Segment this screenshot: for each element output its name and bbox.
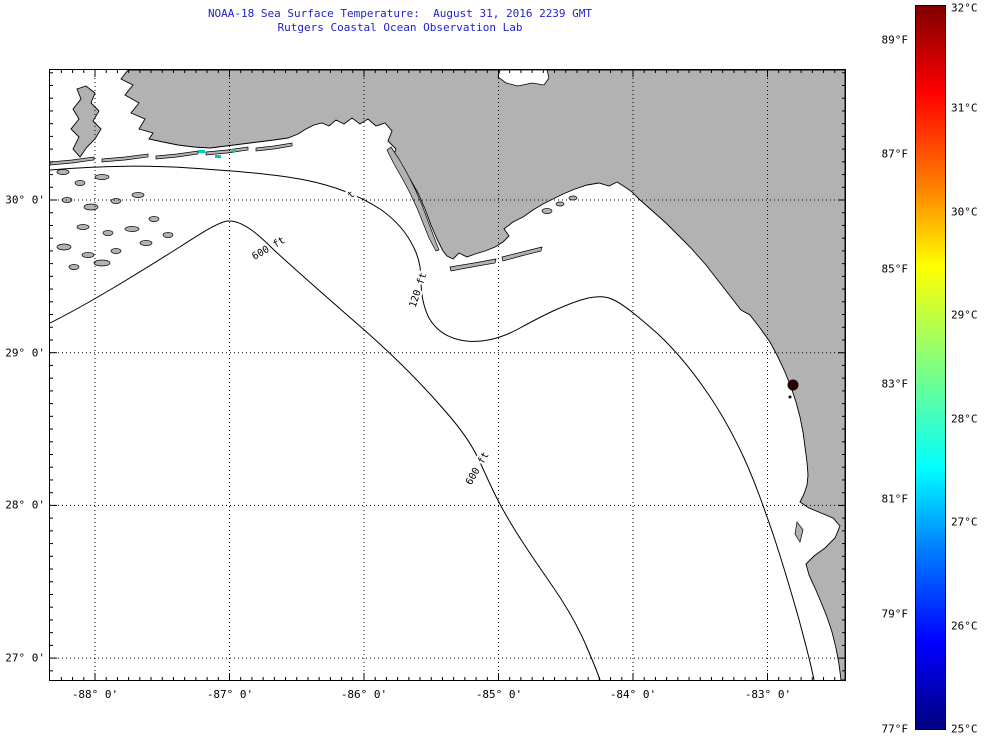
mainland	[120, 70, 845, 680]
y-tick-label-30: 30° 0'	[5, 193, 45, 207]
x-tick-label-85: -85° 0'	[475, 688, 523, 701]
y-tick-label-29: 29° 0'	[5, 346, 45, 360]
cb-f-label-79: 79°F	[881, 607, 909, 621]
contour-600ft	[50, 220, 601, 680]
peninsula	[70, 85, 102, 158]
marsh-islands	[56, 169, 174, 270]
figure-title-line1: NOAA-18 Sea Surface Temperature: August …	[207, 7, 593, 20]
figure-title-line2: Rutgers Coastal Ocean Observation Lab	[277, 21, 523, 34]
land-masses	[50, 70, 845, 680]
cb-c-label-25: 25°C	[951, 722, 978, 736]
barrier-islands	[50, 142, 293, 166]
cb-f-label-85: 85°F	[881, 262, 909, 276]
sst-data-patches	[198, 149, 236, 158]
coastal-spit	[386, 146, 440, 252]
x-tick-label-84: -84° 0'	[609, 688, 657, 701]
map-canvas: 600 ft 120 ft 600 ft t	[50, 70, 845, 680]
x-tick-label-87: -87° 0'	[206, 688, 254, 701]
cb-f-label-77: 77°F	[881, 722, 909, 736]
cb-f-label-87: 87°F	[881, 147, 909, 161]
coastal-sst-hotspot	[787, 379, 799, 399]
cb-c-label-31: 31°C	[951, 101, 978, 115]
cb-c-label-28: 28°C	[951, 412, 978, 426]
x-tick-label-83: -83° 0'	[744, 688, 792, 701]
bathymetry-contours	[50, 165, 815, 680]
cb-f-label-89: 89°F	[881, 33, 909, 47]
cb-c-label-29: 29°C	[951, 308, 978, 322]
graticule-gridlines	[50, 70, 845, 680]
x-tick-label-86: -86° 0'	[340, 688, 388, 701]
cb-f-label-83: 83°F	[881, 377, 909, 391]
cb-c-label-26: 26°C	[951, 619, 978, 633]
temperature-colorbar	[915, 5, 946, 730]
cb-c-label-27: 27°C	[951, 515, 978, 529]
y-tick-label-27: 27° 0'	[5, 651, 45, 665]
colorbar-gradient	[916, 6, 945, 729]
x-tick-label-88: -88° 0'	[71, 688, 119, 701]
cb-f-label-81: 81°F	[881, 492, 909, 506]
contour-120ft	[50, 165, 815, 680]
bay-mouth-islet	[794, 521, 804, 543]
cb-c-label-32: 32°C	[951, 1, 978, 15]
map-plot-area: 600 ft 120 ft 600 ft t	[49, 69, 846, 681]
cb-c-label-30: 30°C	[951, 205, 978, 219]
bay-barrier-islands	[449, 195, 578, 272]
y-tick-label-28: 28° 0'	[5, 498, 45, 512]
axis-ticks	[50, 70, 845, 680]
inland-lake	[497, 70, 550, 87]
